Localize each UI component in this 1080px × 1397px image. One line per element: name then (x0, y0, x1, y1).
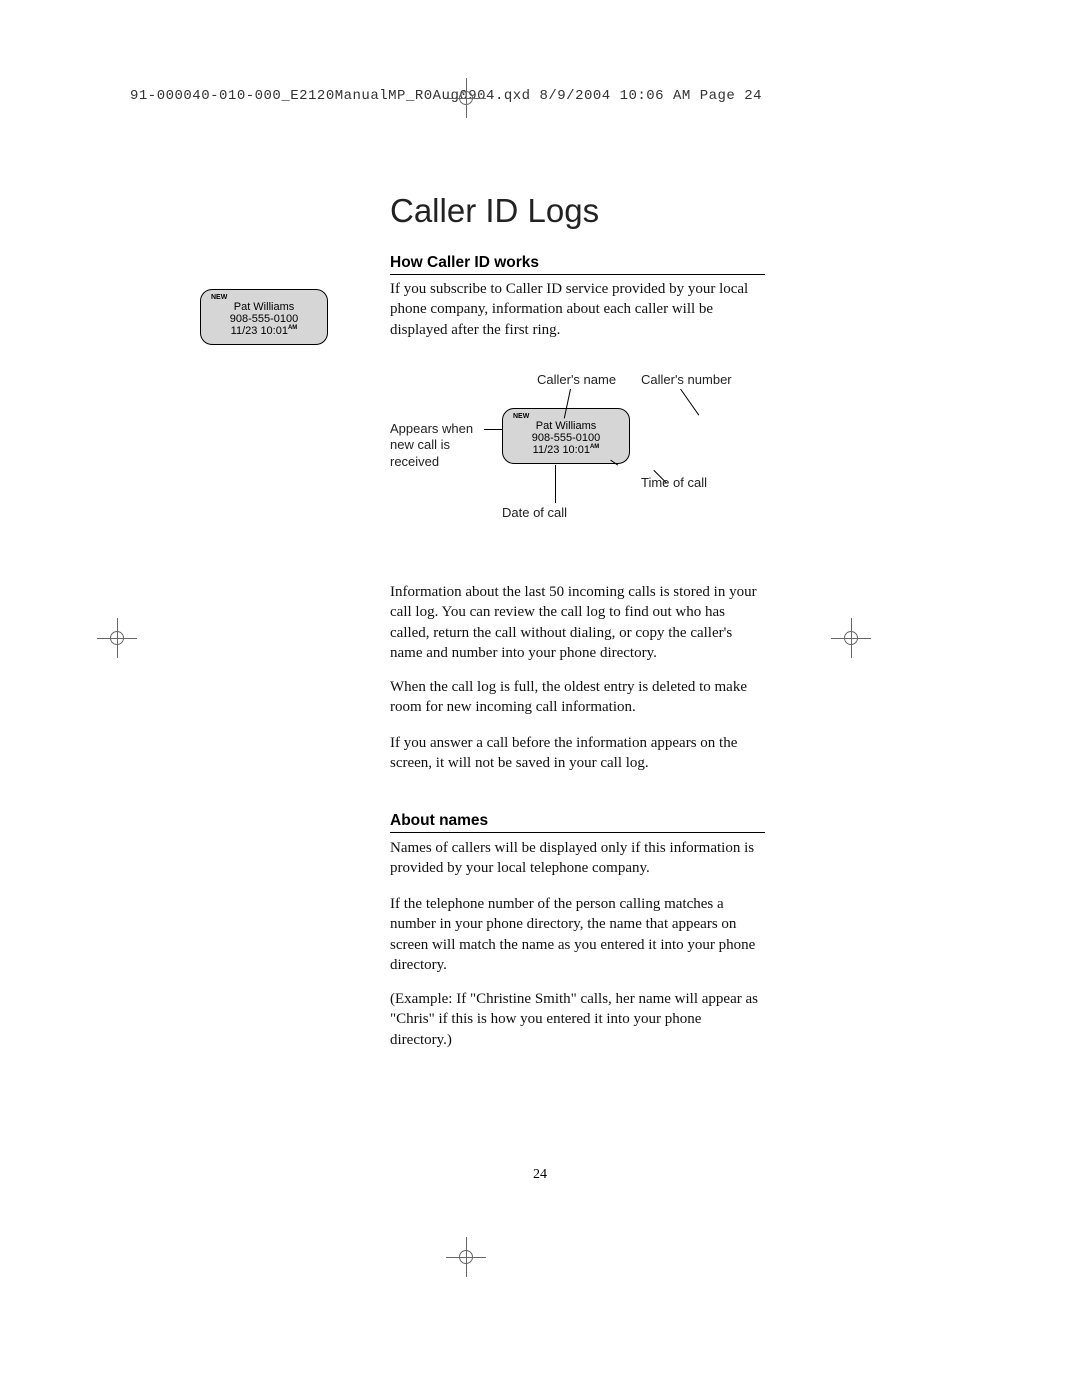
label-time-of-call: Time of call (641, 475, 707, 490)
lcd-datetime: 11/23 10:01AM (503, 444, 629, 456)
crop-mark-bottom (446, 1237, 486, 1277)
lcd-screen-margin: NEW Pat Williams 908-555-0100 11/23 10:0… (200, 289, 328, 345)
paragraph: If you answer a call before the informat… (390, 733, 765, 774)
leader-line (680, 389, 699, 416)
crop-mark-right (831, 618, 871, 658)
lcd-new-badge: NEW (513, 413, 529, 420)
paragraph: Names of callers will be displayed only … (390, 838, 765, 879)
paragraph: If you subscribe to Caller ID service pr… (390, 279, 765, 340)
crop-mark-left (97, 618, 137, 658)
crop-mark-top (446, 78, 486, 118)
paragraph: If the telephone number of the person ca… (390, 894, 765, 975)
label-date-of-call: Date of call (502, 505, 567, 520)
lcd-number: 908-555-0100 (201, 313, 327, 325)
leader-line (555, 465, 556, 503)
label-callers-number: Caller's number (641, 372, 732, 387)
paragraph: Information about the last 50 incoming c… (390, 582, 765, 663)
lcd-number: 908-555-0100 (503, 432, 629, 444)
page-title: Caller ID Logs (390, 192, 599, 230)
lcd-new-badge: NEW (211, 294, 227, 301)
heading-about-names: About names (390, 812, 765, 833)
heading-how-caller-id-works: How Caller ID works (390, 254, 765, 275)
page-number: 24 (0, 1167, 1080, 1183)
label-callers-name: Caller's name (537, 372, 616, 387)
lcd-name: Pat Williams (201, 301, 327, 313)
caller-id-diagram: Caller's name Caller's number Appears wh… (390, 365, 765, 545)
lcd-screen-diagram: NEW Pat Williams 908-555-0100 11/23 10:0… (502, 408, 630, 464)
paragraph: When the call log is full, the oldest en… (390, 677, 765, 718)
paragraph: (Example: If "Christine Smith" calls, he… (390, 989, 765, 1050)
lcd-datetime: 11/23 10:01AM (201, 325, 327, 337)
lcd-name: Pat Williams (503, 420, 629, 432)
label-appears-when-new: Appears when new call is received (390, 421, 495, 470)
leader-line (484, 429, 502, 430)
